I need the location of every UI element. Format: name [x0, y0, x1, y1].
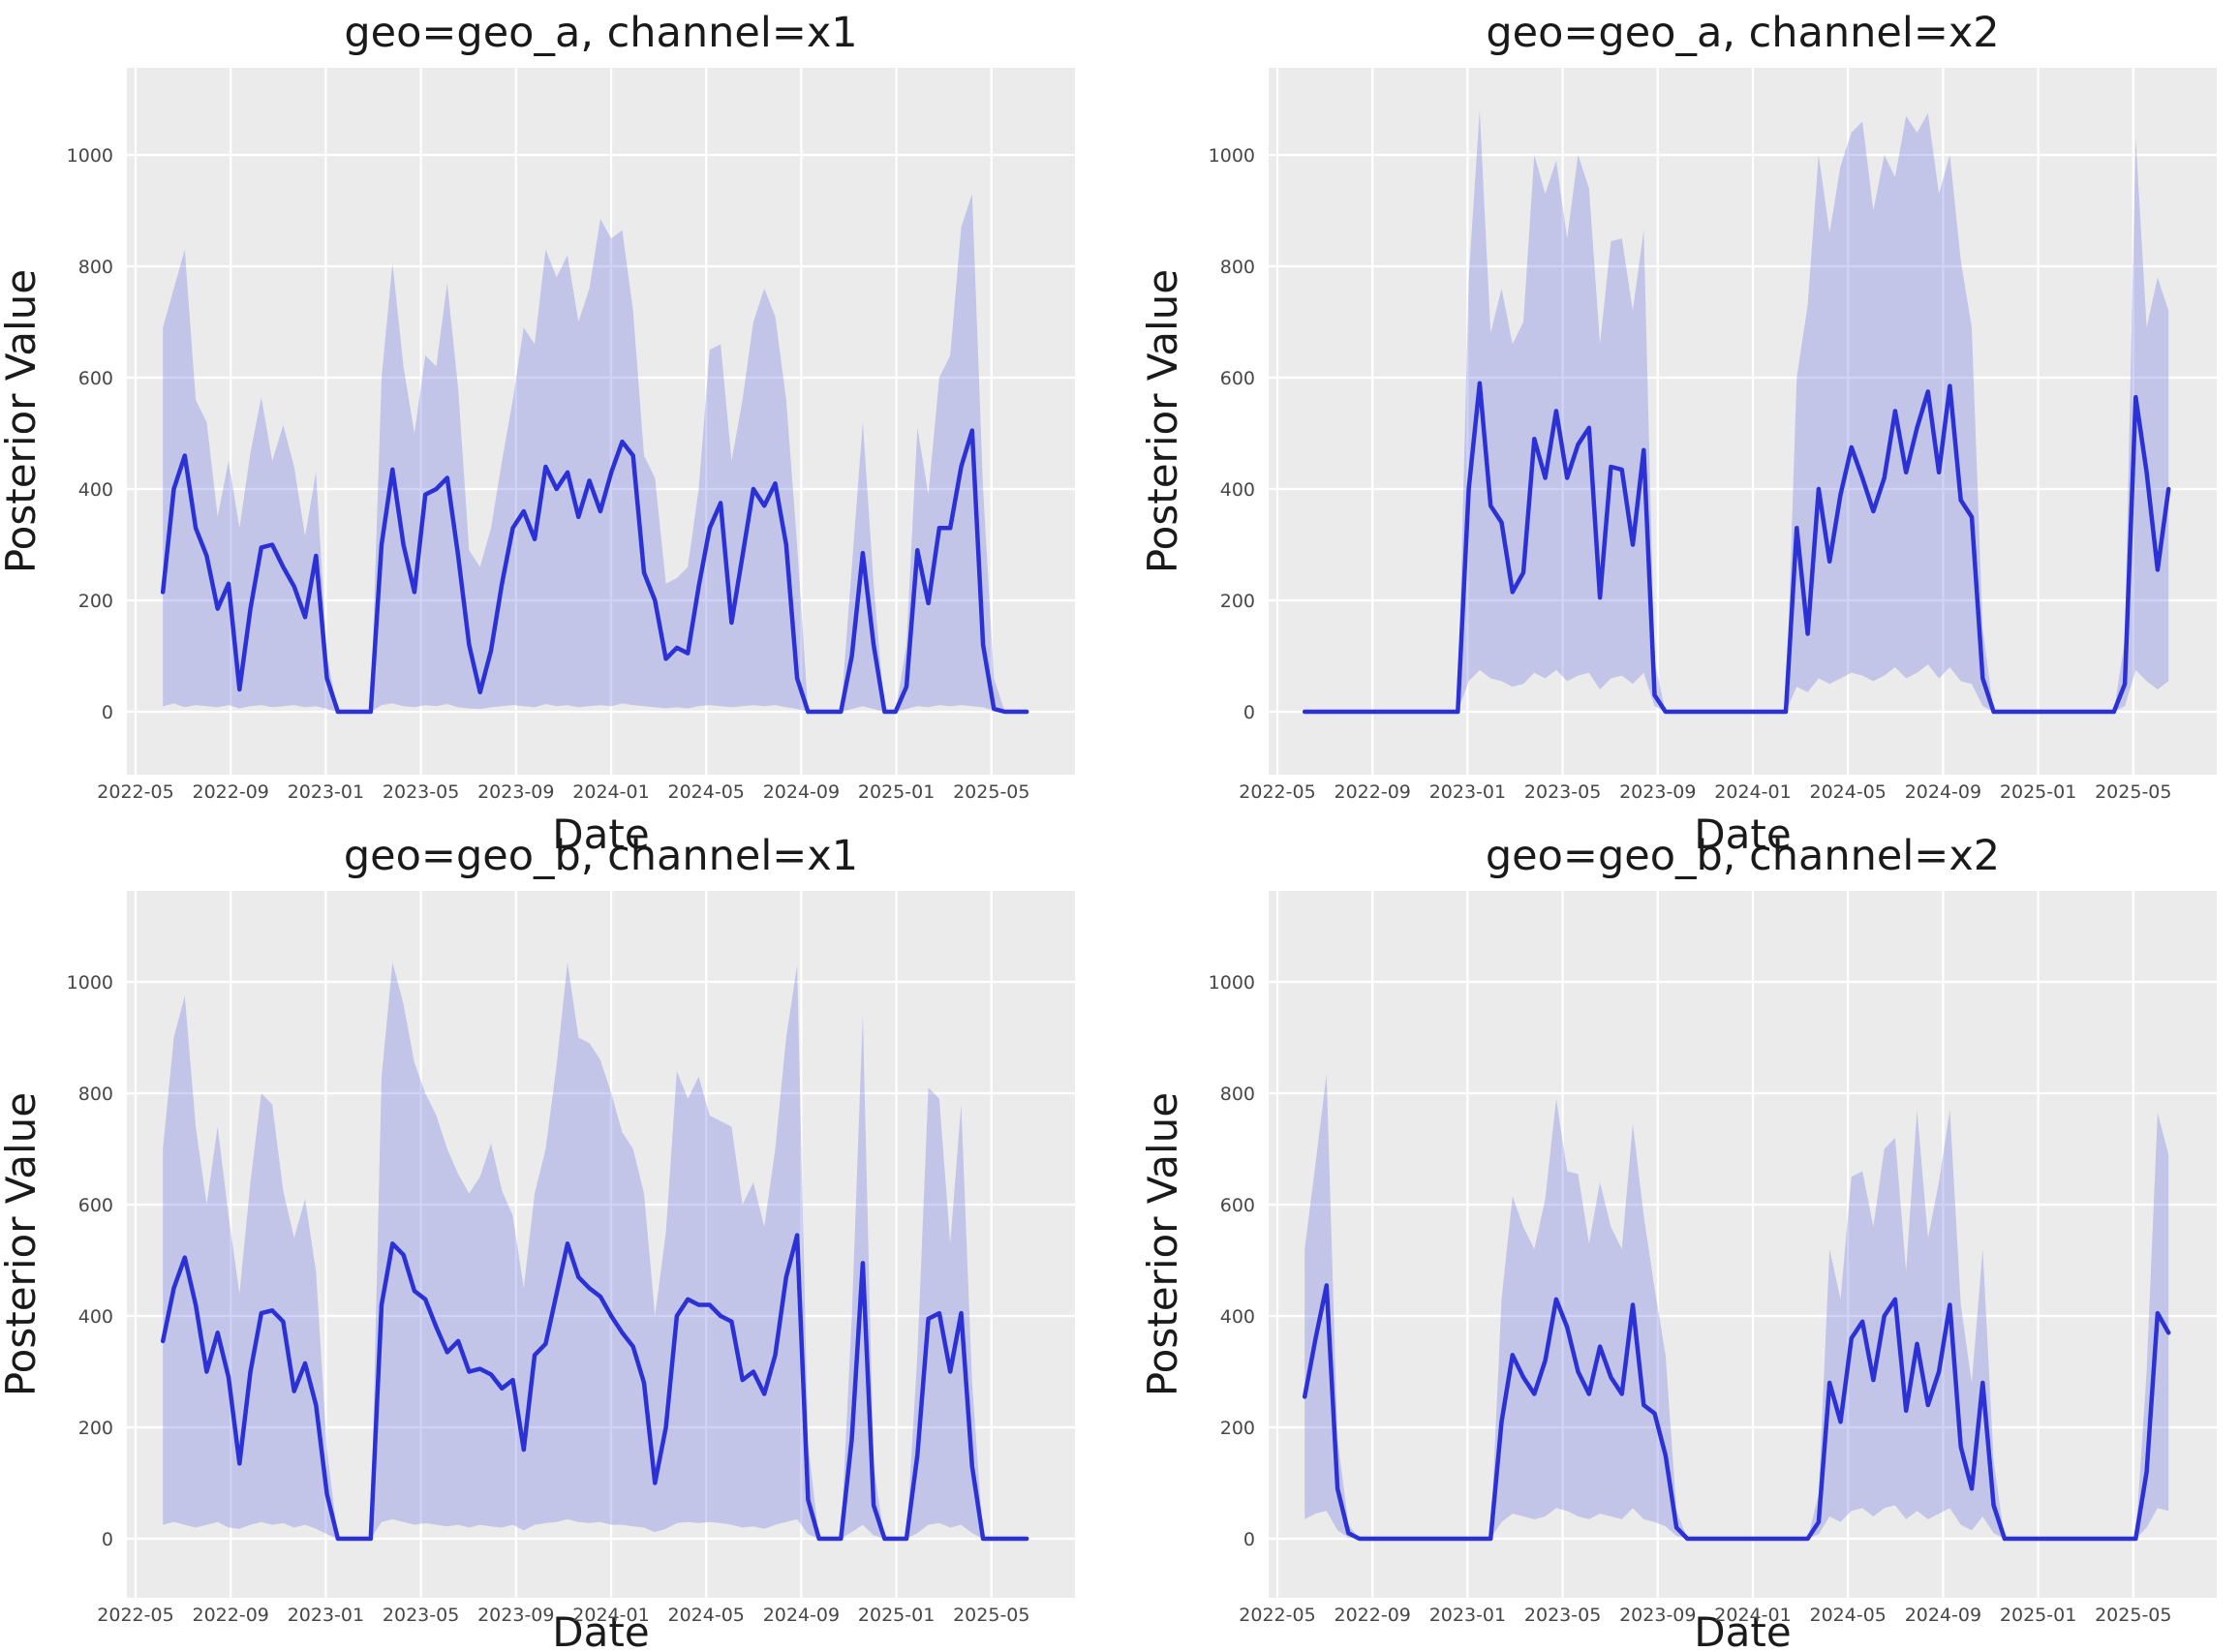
- x-tick-label: 2023-09: [1619, 1605, 1696, 1626]
- y-tick-label: 800: [78, 257, 113, 278]
- x-tick-label: 2025-05: [953, 1605, 1029, 1626]
- y-tick-label: 200: [78, 1418, 113, 1439]
- x-tick-label: 2024-05: [668, 781, 745, 803]
- subplot-title: geo=geo_b, channel=x1: [344, 832, 858, 880]
- x-tick-label: 2022-09: [1335, 1605, 1411, 1626]
- y-tick-label: 600: [1220, 1195, 1255, 1216]
- posterior-median-line: [1302, 381, 2171, 715]
- plot-background: [1269, 68, 2217, 775]
- x-tick-label: 2025-05: [2095, 781, 2171, 803]
- plot-background: [127, 891, 1075, 1598]
- x-tick-label: 2023-09: [477, 781, 554, 803]
- x-tick-label: 2023-09: [1619, 781, 1696, 803]
- y-tick-label: 200: [78, 591, 113, 612]
- y-axis-label: Posterior Value: [0, 269, 45, 573]
- y-axis-label: Posterior Value: [0, 1092, 45, 1396]
- x-tick-label: 2023-01: [288, 781, 364, 803]
- x-tick-label: 2025-05: [2095, 1605, 2171, 1626]
- credible-band: [1304, 1073, 2169, 1539]
- x-axis-label: Date: [552, 1608, 649, 1652]
- x-axis-label: Date: [1694, 1608, 1791, 1652]
- x-tick-label: 2022-05: [97, 781, 173, 803]
- x-tick-label: 2024-01: [572, 781, 649, 803]
- x-tick-label: 2023-01: [1429, 1605, 1506, 1626]
- y-tick-label: 1000: [1209, 972, 1255, 994]
- plot-background: [127, 68, 1075, 775]
- subplot-title: geo=geo_b, channel=x2: [1486, 832, 2000, 880]
- y-tick-label: 400: [78, 479, 113, 501]
- posterior-median-line: [160, 1233, 1029, 1542]
- x-tick-label: 2023-01: [1429, 781, 1506, 803]
- x-tick-label: 2023-05: [383, 781, 459, 803]
- x-tick-label: 2025-05: [953, 781, 1029, 803]
- x-tick-label: 2025-01: [2000, 1605, 2076, 1626]
- y-tick-label: 600: [78, 368, 113, 389]
- x-tick-label: 2023-05: [1524, 1605, 1601, 1626]
- y-tick-label: 0: [102, 702, 113, 723]
- x-tick-label: 2024-01: [572, 1605, 649, 1626]
- y-tick-label: 1000: [67, 972, 113, 994]
- subplot-geo-a-x2: geo=geo_a, channel=x2 Date Posterior Val…: [1139, 9, 2217, 858]
- x-tick-label: 2022-05: [97, 1605, 173, 1626]
- x-tick-label: 2023-01: [288, 1605, 364, 1626]
- x-tick-label: 2024-09: [763, 781, 840, 803]
- y-tick-label: 800: [1220, 257, 1255, 278]
- subplot-title: geo=geo_a, channel=x1: [344, 9, 857, 57]
- x-tick-label: 2022-05: [1239, 781, 1315, 803]
- x-axis-label: Date: [1694, 811, 1791, 858]
- y-tick-label: 600: [78, 1195, 113, 1216]
- x-axis-label: Date: [552, 811, 649, 858]
- x-tick-label: 2025-01: [858, 781, 935, 803]
- subplot-geo-b-x1: geo=geo_b, channel=x1 Date Posterior Val…: [0, 832, 1075, 1652]
- x-tick-label: 2024-01: [1714, 1605, 1791, 1626]
- y-tick-label: 800: [78, 1084, 113, 1105]
- y-tick-label: 200: [1220, 1418, 1255, 1439]
- x-tick-label: 2024-09: [1905, 1605, 1981, 1626]
- x-tick-label: 2024-01: [1714, 781, 1791, 803]
- x-tick-label: 2024-09: [763, 1605, 840, 1626]
- y-tick-label: 200: [1220, 591, 1255, 612]
- y-tick-label: 400: [1220, 1306, 1255, 1328]
- x-tick-label: 2022-09: [193, 1605, 269, 1626]
- posterior-median-line: [1302, 1283, 2171, 1542]
- x-tick-label: 2023-09: [477, 1605, 554, 1626]
- x-tick-label: 2024-05: [1810, 781, 1887, 803]
- subplot-geo-b-x2: geo=geo_b, channel=x2 Date Posterior Val…: [1139, 832, 2217, 1652]
- x-tick-label: 2022-05: [1239, 1605, 1315, 1626]
- subplot-geo-a-x1: geo=geo_a, channel=x1 Date Posterior Val…: [0, 9, 1075, 858]
- x-tick-label: 2024-09: [1905, 781, 1981, 803]
- y-tick-label: 1000: [1209, 145, 1255, 167]
- x-tick-label: 2022-09: [1335, 781, 1411, 803]
- y-tick-label: 0: [1243, 1529, 1255, 1550]
- subplot-title: geo=geo_a, channel=x2: [1486, 9, 1999, 57]
- y-tick-label: 0: [1243, 702, 1255, 723]
- y-tick-label: 0: [102, 1529, 113, 1550]
- y-tick-label: 800: [1220, 1084, 1255, 1105]
- x-tick-label: 2025-01: [2000, 781, 2076, 803]
- credible-band: [1304, 110, 2169, 712]
- y-tick-label: 1000: [67, 145, 113, 167]
- y-tick-label: 400: [1220, 479, 1255, 501]
- plot-background: [1269, 891, 2217, 1598]
- y-tick-label: 600: [1220, 368, 1255, 389]
- y-axis-label: Posterior Value: [1139, 269, 1186, 573]
- x-tick-label: 2023-05: [1524, 781, 1601, 803]
- posterior-median-line: [160, 428, 1029, 715]
- x-tick-label: 2024-05: [668, 1605, 745, 1626]
- x-tick-label: 2025-01: [858, 1605, 935, 1626]
- y-tick-label: 400: [78, 1306, 113, 1328]
- x-tick-label: 2023-05: [383, 1605, 459, 1626]
- y-axis-label: Posterior Value: [1139, 1092, 1186, 1396]
- x-tick-label: 2024-05: [1810, 1605, 1887, 1626]
- x-tick-label: 2022-09: [193, 781, 269, 803]
